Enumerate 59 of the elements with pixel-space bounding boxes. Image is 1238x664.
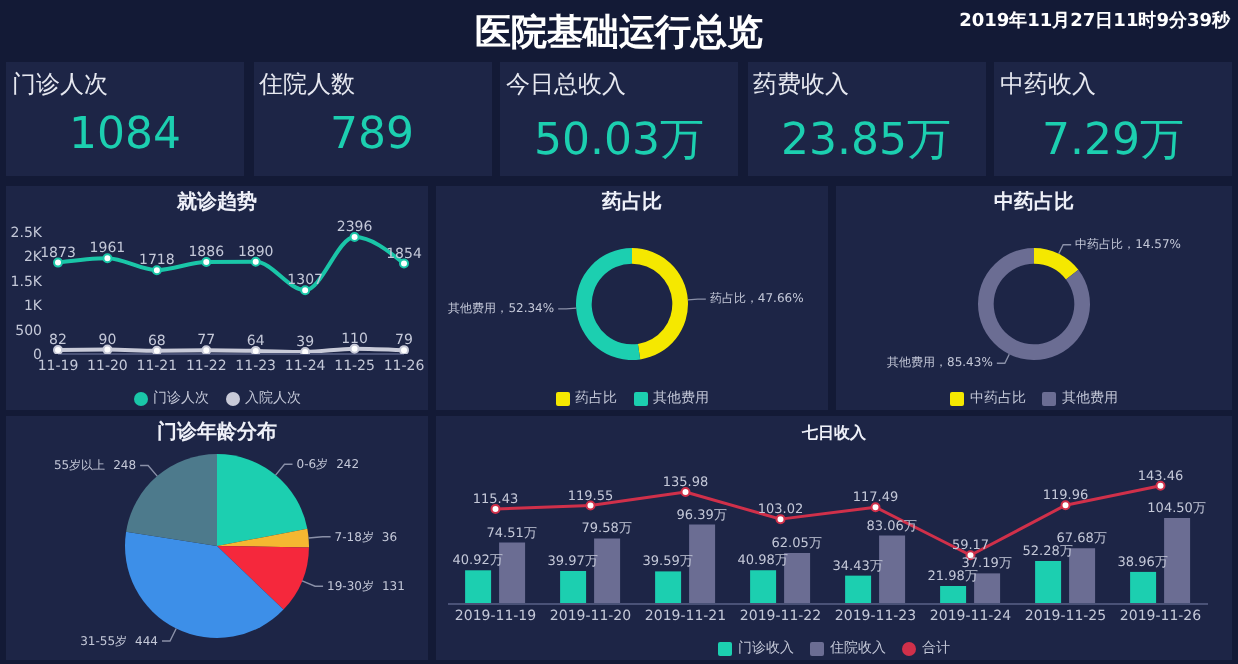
donut-slice <box>978 248 1090 360</box>
data-label: 789 <box>328 110 416 160</box>
pie-slice <box>125 531 284 638</box>
bar <box>1164 517 1191 604</box>
pie-slice <box>217 528 309 548</box>
chart-title: 药占比 <box>600 189 664 216</box>
point <box>53 345 63 354</box>
point <box>680 486 691 497</box>
bar <box>465 570 492 604</box>
data-label: 7.29万 <box>1040 114 1186 170</box>
point <box>349 343 360 354</box>
bar <box>750 570 777 604</box>
data-label: 50.03万 <box>532 114 706 170</box>
point <box>490 503 501 514</box>
bar <box>594 538 621 604</box>
point <box>775 514 786 525</box>
bar <box>1035 560 1062 604</box>
donut-slice <box>576 248 641 360</box>
point <box>102 253 113 264</box>
point <box>300 285 311 296</box>
bar <box>784 552 811 604</box>
chart-title: 门诊年龄分布 <box>155 418 279 446</box>
donut-slice <box>632 248 688 360</box>
category-label: 门诊人次 <box>12 68 108 102</box>
point <box>53 257 63 268</box>
point <box>585 500 596 511</box>
point <box>870 502 881 513</box>
point <box>399 345 409 354</box>
text: 2019年11月27日11时9分39秒 <box>959 8 1230 34</box>
bar <box>655 571 682 604</box>
point <box>1060 500 1071 511</box>
category-label: 药费收入 <box>753 68 849 102</box>
category-label: 今日总收入 <box>506 68 626 102</box>
bar <box>1130 571 1157 604</box>
category-label: 中药收入 <box>1000 68 1096 102</box>
point <box>250 256 261 267</box>
bar <box>499 542 526 604</box>
bar <box>940 585 967 604</box>
donut-slice <box>1034 248 1079 280</box>
chart-title: 中药占比 <box>992 189 1076 216</box>
chart-title: 就诊趋势 <box>175 189 259 216</box>
bar <box>974 573 1001 604</box>
bar <box>1069 548 1096 604</box>
data-label: 1084 <box>67 110 183 160</box>
point <box>102 344 113 354</box>
bar <box>845 575 872 604</box>
point <box>201 345 212 354</box>
text: 医院基础运行总览 <box>475 12 763 54</box>
point <box>151 265 162 276</box>
bar <box>879 535 906 604</box>
point <box>349 232 360 243</box>
point <box>1155 480 1166 491</box>
data-label: 23.85万 <box>779 114 953 170</box>
bar <box>689 524 716 604</box>
category-label: 住院人数 <box>259 68 355 102</box>
chart-title: 七日收入 <box>800 422 868 446</box>
bar <box>560 571 587 604</box>
pie-slice <box>217 546 309 610</box>
point <box>201 256 212 267</box>
